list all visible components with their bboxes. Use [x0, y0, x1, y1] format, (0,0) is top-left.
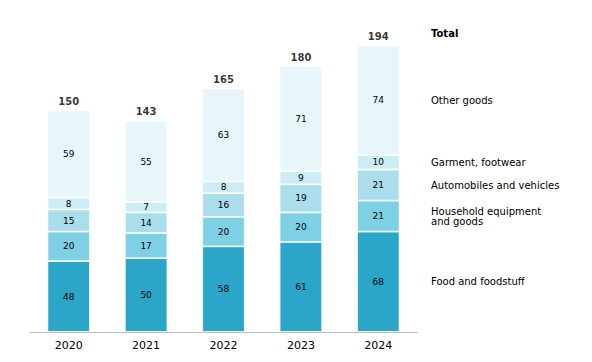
svg-text:21: 21	[373, 211, 384, 221]
svg-text:20: 20	[63, 241, 75, 251]
svg-text:61: 61	[295, 282, 306, 292]
svg-text:21: 21	[373, 180, 384, 190]
svg-text:143: 143	[136, 106, 157, 117]
svg-text:63: 63	[218, 130, 229, 140]
svg-text:Food and foodstuff: Food and foodstuff	[431, 276, 526, 287]
svg-text:15: 15	[63, 216, 74, 226]
svg-text:194: 194	[368, 31, 389, 42]
svg-text:Garment, footwear: Garment, footwear	[431, 157, 526, 168]
svg-text:2023: 2023	[287, 339, 315, 352]
svg-text:17: 17	[140, 241, 151, 251]
svg-text:7: 7	[143, 202, 149, 212]
svg-text:71: 71	[295, 114, 306, 124]
svg-text:14: 14	[140, 218, 152, 228]
svg-text:48: 48	[63, 292, 75, 302]
svg-text:58: 58	[218, 284, 230, 294]
svg-text:2024: 2024	[364, 339, 392, 352]
svg-text:Automobiles and vehicles: Automobiles and vehicles	[431, 180, 559, 191]
svg-text:59: 59	[63, 149, 75, 159]
svg-text:and goods: and goods	[431, 216, 483, 227]
svg-text:150: 150	[58, 96, 79, 107]
svg-text:8: 8	[66, 199, 72, 209]
svg-text:74: 74	[373, 95, 385, 105]
svg-text:Total: Total	[431, 28, 458, 39]
svg-text:20: 20	[218, 227, 230, 237]
svg-text:9: 9	[298, 173, 304, 183]
svg-text:68: 68	[373, 277, 385, 287]
svg-text:Other goods: Other goods	[431, 95, 493, 106]
svg-text:20: 20	[295, 222, 307, 232]
svg-text:2022: 2022	[210, 339, 238, 352]
svg-text:165: 165	[213, 74, 234, 85]
svg-text:50: 50	[140, 290, 152, 300]
svg-text:55: 55	[140, 157, 151, 167]
svg-text:16: 16	[218, 200, 230, 210]
svg-text:10: 10	[373, 157, 385, 167]
svg-text:8: 8	[221, 182, 227, 192]
svg-text:180: 180	[290, 52, 311, 63]
svg-text:Household equipment: Household equipment	[431, 205, 542, 217]
svg-text:2020: 2020	[55, 339, 83, 352]
svg-text:19: 19	[295, 193, 307, 203]
svg-text:2021: 2021	[132, 339, 160, 352]
